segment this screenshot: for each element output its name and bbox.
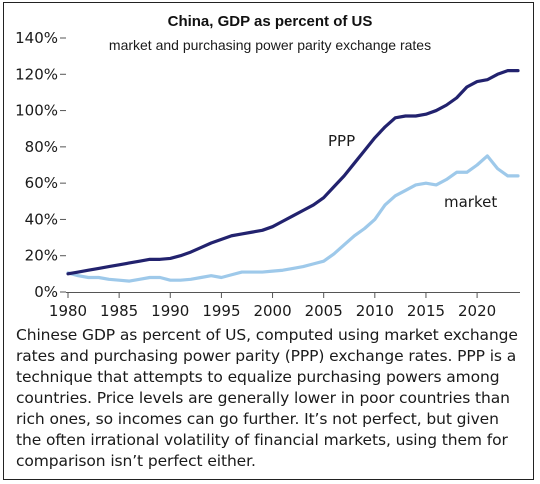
y-tick-label: 140%	[15, 29, 58, 47]
y-tick-label: 100%	[15, 102, 58, 120]
y-tick-label: 60%	[25, 174, 58, 192]
chart-title: China, GDP as percent of US	[168, 13, 373, 30]
figure-frame	[3, 2, 534, 480]
x-tick-label: 2015	[407, 302, 445, 320]
x-tick-label: 1985	[100, 302, 138, 320]
series-label-market: market	[444, 193, 497, 211]
x-tick-label: 2020	[458, 302, 496, 320]
y-tick-label: 0%	[34, 283, 58, 301]
figure-caption: Chinese GDP as percent of US, computed u…	[16, 326, 518, 470]
y-tick-label: 20%	[25, 247, 58, 265]
series-line-ppp	[66, 69, 520, 276]
series-line-market	[66, 154, 520, 283]
y-tick-label: 40%	[25, 210, 58, 228]
chart-subtitle: market and purchasing power parity excha…	[109, 37, 431, 53]
series-label-ppp: PPP	[328, 132, 355, 150]
y-tick-label: 80%	[25, 138, 58, 156]
x-axis: 1980 1985 1990 1995 2000 2005 2010 2015 2020	[49, 292, 520, 320]
x-tick-label: 1990	[151, 302, 189, 320]
x-tick-label: 2010	[356, 302, 394, 320]
y-axis: 0% 20% 40% 60% 80% 100% 120% 140%	[15, 29, 66, 301]
x-tick-label: 1980	[49, 302, 87, 320]
y-tick-label: 120%	[15, 65, 58, 83]
x-tick-label: 2000	[253, 302, 291, 320]
series-layer	[66, 69, 520, 283]
x-tick-label: 1995	[202, 302, 240, 320]
x-tick-label: 2005	[305, 302, 343, 320]
